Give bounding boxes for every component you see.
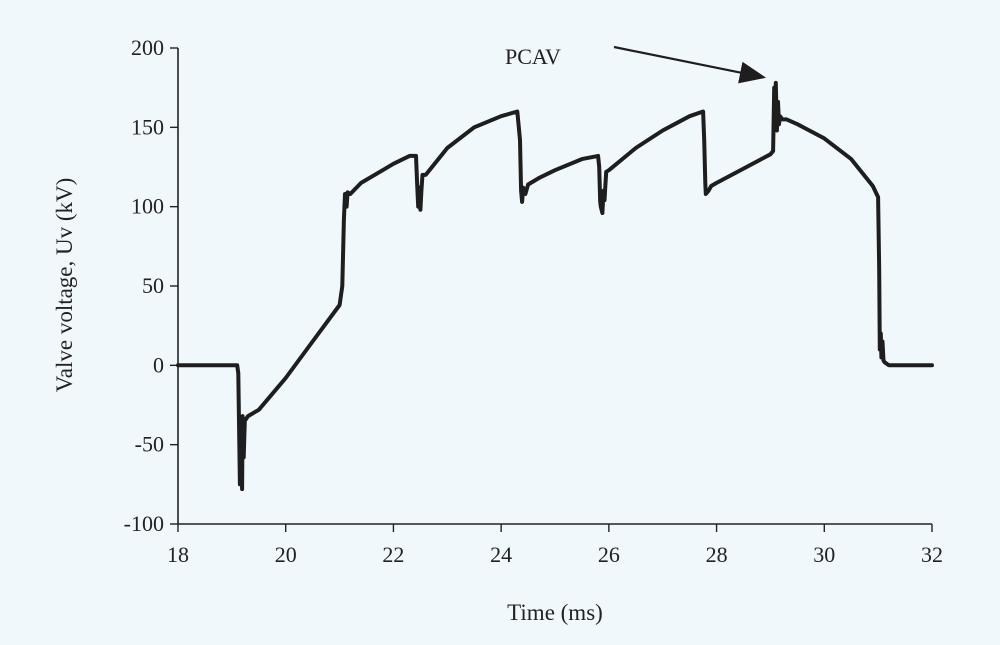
ticks: -100 -50 0 50 100 150 200 18 20 22 24 26 28 30 32 — [124, 35, 943, 567]
y-tick-label: 50 — [142, 273, 164, 298]
annotations: PCAV — [505, 44, 767, 84]
y-tick-label: -50 — [135, 432, 164, 457]
x-tick-label: 24 — [490, 542, 512, 567]
annotation-pcav-label: PCAV — [505, 44, 561, 69]
axes — [177, 48, 932, 525]
y-tick-label: 200 — [131, 35, 164, 60]
y-tick-label: 100 — [131, 194, 164, 219]
x-tick-label: 32 — [921, 542, 943, 567]
x-tick-label: 18 — [167, 542, 189, 567]
x-axis-title: Time (ms) — [507, 600, 603, 625]
x-tick-label: 28 — [706, 542, 728, 567]
x-tick-label: 30 — [813, 542, 835, 567]
annotation-pcav-arrow — [613, 45, 767, 84]
x-tick-label: 22 — [382, 542, 404, 567]
series — [176, 80, 934, 492]
y-tick-label: -100 — [124, 511, 164, 536]
x-tick-label: 20 — [275, 542, 297, 567]
series-line-voltage — [176, 80, 934, 492]
x-tick-label: 26 — [598, 542, 620, 567]
y-tick-label: 150 — [131, 114, 164, 139]
y-axis-title: Valve voltage, Uv (kV) — [52, 178, 77, 393]
y-tick-label: 0 — [153, 352, 164, 377]
